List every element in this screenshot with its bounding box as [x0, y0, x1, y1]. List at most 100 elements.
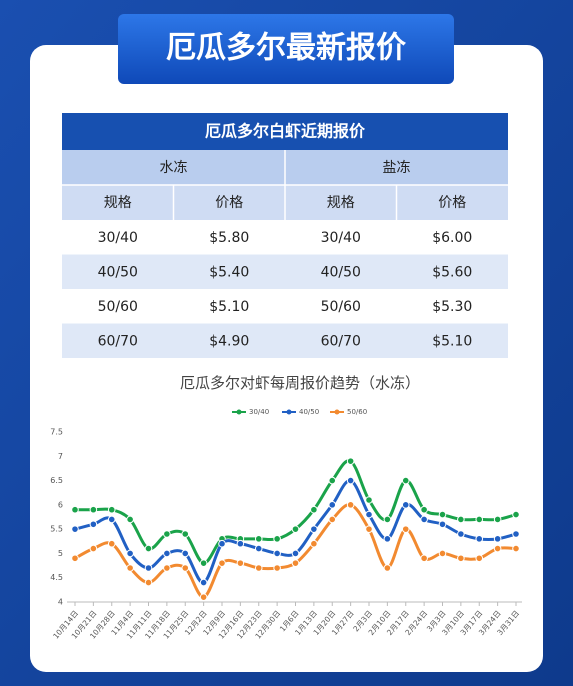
cell: $5.80 — [209, 230, 249, 246]
point — [126, 515, 134, 524]
point — [126, 564, 134, 572]
point — [438, 549, 447, 558]
cell: 30/40 — [98, 230, 138, 246]
point — [310, 505, 318, 514]
point — [89, 544, 98, 553]
point — [163, 564, 171, 572]
cell: $6.00 — [432, 230, 472, 246]
cell: 50/60 — [321, 299, 361, 315]
point — [107, 505, 116, 514]
point — [310, 525, 318, 533]
cell: $5.10 — [209, 299, 249, 315]
cell: $5.40 — [209, 265, 249, 281]
header-cell: 价格 — [215, 195, 243, 211]
point — [401, 501, 410, 509]
cell: 40/50 — [321, 265, 361, 281]
point — [71, 525, 79, 533]
y-tick-label: 4.5 — [50, 573, 63, 582]
point — [199, 559, 208, 567]
point — [475, 535, 484, 543]
point — [420, 554, 428, 563]
point — [144, 544, 153, 553]
point — [346, 476, 355, 485]
group-label: 盐冻 — [383, 159, 411, 176]
chart-title: 厄瓜多尔对虾每周报价趋势（水冻） — [180, 374, 420, 392]
point — [457, 554, 465, 563]
cell: $4.90 — [209, 334, 249, 350]
cell: $5.10 — [432, 334, 472, 350]
point — [126, 549, 134, 558]
point — [218, 539, 226, 548]
point — [493, 515, 502, 524]
point — [254, 535, 263, 543]
point — [199, 593, 208, 601]
point — [71, 505, 79, 514]
point — [475, 515, 484, 524]
point — [365, 510, 373, 519]
group-label: 水冻 — [160, 159, 188, 176]
point — [457, 530, 465, 538]
point — [181, 549, 190, 558]
point — [310, 539, 318, 548]
point — [254, 564, 263, 572]
legend-marker — [286, 409, 292, 415]
point — [512, 544, 520, 553]
point — [328, 501, 337, 509]
cell: 50/60 — [98, 299, 138, 315]
y-tick-label: 5 — [58, 549, 63, 558]
point — [457, 515, 465, 524]
cell: 60/70 — [98, 334, 138, 350]
point — [438, 510, 447, 519]
point — [401, 525, 410, 533]
point — [273, 535, 281, 543]
legend-label: 50/60 — [347, 408, 367, 416]
point — [163, 549, 171, 558]
point — [181, 564, 190, 572]
point — [199, 578, 208, 587]
cell: $5.60 — [432, 265, 472, 281]
point — [218, 559, 226, 567]
point — [71, 554, 79, 563]
point — [401, 476, 410, 485]
y-tick-label: 4 — [58, 598, 63, 607]
point — [420, 515, 428, 524]
point — [383, 535, 392, 543]
legend-label: 30/40 — [249, 408, 269, 416]
row-bg — [62, 323, 508, 358]
point — [438, 520, 447, 529]
point — [181, 530, 190, 538]
point — [346, 457, 355, 465]
point — [346, 501, 355, 509]
point — [89, 505, 98, 514]
header-cell: 价格 — [438, 195, 466, 211]
cell: 30/40 — [321, 230, 361, 246]
point — [291, 559, 300, 567]
point — [236, 559, 245, 567]
y-tick-label: 6.5 — [50, 476, 63, 485]
point — [254, 544, 263, 553]
cell: 60/70 — [321, 334, 361, 350]
legend-marker — [236, 409, 242, 415]
table-title: 厄瓜多尔白虾近期报价 — [205, 122, 366, 141]
point — [512, 510, 520, 519]
point — [273, 549, 281, 558]
point — [273, 564, 281, 572]
point — [89, 520, 98, 529]
y-tick-label: 7.5 — [50, 428, 63, 437]
y-tick-label: 5.5 — [50, 525, 63, 534]
point — [383, 564, 392, 572]
header-cell: 规格 — [327, 195, 355, 211]
table-title-bg — [62, 113, 508, 150]
point — [365, 496, 373, 504]
header-cell: 规格 — [104, 195, 132, 211]
point — [291, 549, 300, 558]
point — [420, 505, 428, 514]
point — [144, 578, 153, 587]
row-bg — [62, 254, 508, 289]
point — [236, 539, 245, 548]
banner-title: 厄瓜多尔最新报价 — [166, 31, 406, 66]
y-tick-label: 7 — [58, 452, 63, 461]
point — [493, 544, 502, 553]
point — [163, 530, 171, 538]
